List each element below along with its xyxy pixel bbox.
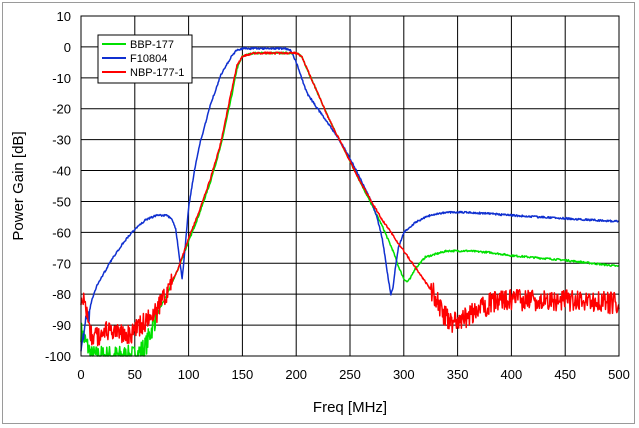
y-tick-label: -10	[52, 71, 71, 86]
series-line-1	[80, 46, 620, 352]
y-axis-title: Power Gain [dB]	[10, 131, 27, 240]
x-tick-label: 400	[501, 367, 523, 382]
y-tick-label: -60	[52, 225, 71, 240]
x-tick-label: 250	[339, 367, 361, 382]
y-tick-label: -30	[52, 133, 71, 148]
y-tick-label: -90	[52, 318, 71, 333]
y-tick-label: -80	[52, 287, 71, 302]
y-tick-label: 0	[64, 40, 71, 55]
legend-entry: F10804	[130, 53, 167, 65]
y-tick-labels: 10 0 -10 -20 -30 -40 -50 -60 -70 -80 -90 -100	[45, 9, 71, 364]
y-tick-label: -100	[45, 349, 71, 364]
x-tick-label: 500	[608, 367, 630, 382]
x-axis-title: Freq [MHz]	[313, 399, 387, 416]
y-tick-label: -70	[52, 256, 71, 271]
x-tick-label: 100	[178, 367, 200, 382]
y-tick-label: -50	[52, 194, 71, 209]
x-tick-label: 300	[393, 367, 415, 382]
legend: BBP-177 F10804 NBP-177-1	[97, 34, 193, 84]
x-tick-label: 0	[77, 367, 84, 382]
legend-entry: NBP-177-1	[130, 67, 184, 79]
x-tick-label: 350	[447, 367, 469, 382]
y-tick-label: 10	[57, 9, 71, 24]
series-layer	[80, 46, 620, 357]
x-tick-label: 150	[232, 367, 254, 382]
y-tick-label: -20	[52, 102, 71, 117]
x-tick-label: 50	[128, 367, 142, 382]
y-tick-label: -40	[52, 164, 71, 179]
x-tick-labels: 0 50 100 150 200 250 300 350 400 450 500	[77, 367, 629, 382]
series-line-2	[80, 51, 620, 347]
plot-border	[80, 15, 620, 357]
x-tick-label: 200	[285, 367, 307, 382]
x-tick-label: 450	[554, 367, 576, 382]
legend-entry: BBP-177	[130, 39, 174, 51]
